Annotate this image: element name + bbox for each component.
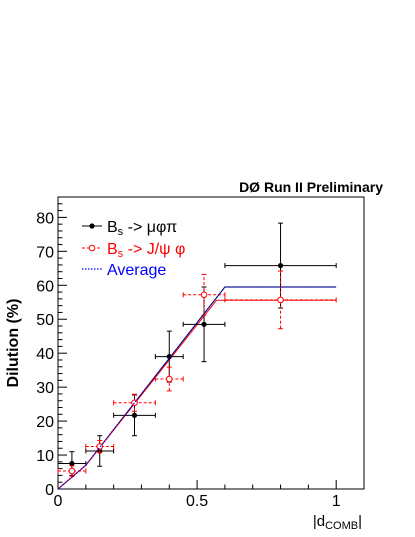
- y-tick-label: 10: [36, 448, 54, 465]
- x-tick-label: 0: [54, 493, 63, 510]
- legend-item-bs_jpsiphi: Bs -> J/ψ φ: [82, 241, 185, 260]
- data-point: [182, 273, 226, 316]
- legend-item-bs_muphipi: Bs -> μφπ: [82, 219, 177, 238]
- point-marker: [69, 460, 75, 467]
- data-point: [113, 393, 156, 412]
- y-axis-label: Dilution (%): [5, 299, 22, 388]
- point-marker: [68, 467, 76, 475]
- y-tick-label: 50: [36, 312, 54, 329]
- legend-marker: [89, 223, 95, 229]
- chart-title: DØ Run II Preliminary: [239, 179, 383, 195]
- data-point: [154, 366, 184, 392]
- point-marker: [277, 262, 284, 269]
- series-layer: [57, 222, 337, 490]
- point-marker: [96, 443, 104, 450]
- y-tick-label: 20: [36, 414, 54, 431]
- point-marker: [131, 412, 138, 418]
- point-marker: [277, 296, 284, 304]
- x-axis-label: |dCOMB|: [313, 513, 362, 532]
- y-tick-label: 0: [45, 482, 54, 499]
- series-average: [57, 286, 337, 490]
- legend-label: Bs -> μφπ: [107, 219, 177, 238]
- series-bs_muphipi: [57, 222, 337, 476]
- x-tick-label: 0.5: [186, 493, 208, 510]
- data-point: [57, 465, 87, 477]
- y-tick-label: 30: [36, 380, 54, 397]
- legend-marker: [88, 244, 96, 252]
- y-tick-label: 60: [36, 278, 54, 295]
- point-marker: [166, 353, 172, 360]
- data-point: [224, 222, 337, 309]
- legend-item-average: Average: [82, 262, 166, 279]
- plot-frame: [57, 196, 365, 490]
- data-point: [85, 439, 115, 454]
- average-line: [57, 286, 337, 490]
- x-axis-label-main: |d: [313, 513, 325, 530]
- y-tick-label: 70: [36, 244, 54, 261]
- x-tick-label: 1: [332, 493, 341, 510]
- y-tick-label: 80: [36, 210, 54, 227]
- legend-label: Bs -> J/ψ φ: [107, 241, 185, 260]
- legend-label: Average: [107, 262, 166, 279]
- data-point: [224, 270, 337, 330]
- point-marker: [201, 321, 207, 327]
- x-axis-label-close: |: [358, 513, 362, 530]
- axis-ticks: 0 10 20 30 40 50 60 70 80 0 0.5 1: [36, 203, 365, 510]
- x-axis-label-sub: COMB: [325, 520, 358, 532]
- legend: Bs -> μφπ Bs -> J/ψ φ Average: [82, 219, 185, 279]
- y-tick-label: 40: [36, 346, 54, 363]
- point-marker: [200, 291, 208, 299]
- point-marker: [165, 375, 173, 383]
- point-marker: [131, 399, 138, 407]
- series-bs_jpsiphi: [57, 270, 337, 477]
